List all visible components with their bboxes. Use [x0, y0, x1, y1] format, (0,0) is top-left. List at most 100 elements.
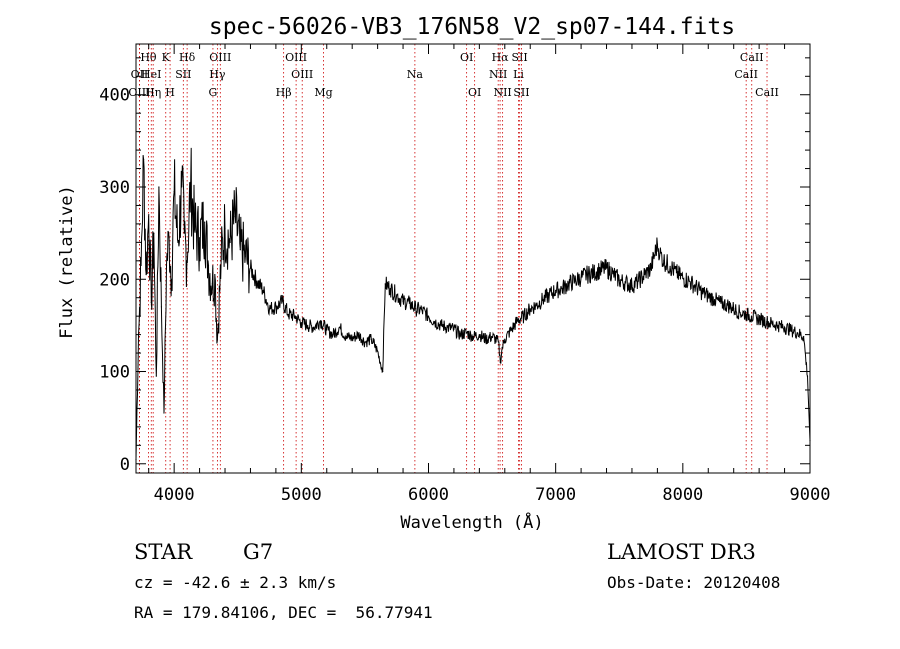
- data-point: [190, 181, 192, 183]
- data-point: [567, 283, 569, 285]
- data-point: [220, 258, 222, 260]
- data-point: [234, 215, 236, 218]
- x-tick-label: 9000: [790, 485, 831, 505]
- data-point: [618, 279, 620, 281]
- data-point: [326, 329, 328, 331]
- data-point: [714, 298, 716, 301]
- y-tick-label: 200: [99, 270, 130, 290]
- data-point: [313, 326, 315, 328]
- data-point: [351, 337, 353, 339]
- marker-label-2: OIII: [128, 86, 150, 99]
- x-axis-label: Wavelength (Å): [400, 511, 543, 533]
- data-point: [485, 338, 487, 340]
- data-point: [612, 273, 614, 275]
- data-point: [726, 304, 728, 306]
- data-point: [396, 294, 398, 296]
- data-point: [675, 272, 678, 274]
- data-point: [177, 241, 179, 243]
- data-point: [535, 304, 538, 306]
- data-point: [663, 260, 665, 262]
- series-line-0: [135, 147, 811, 460]
- data-point: [256, 280, 258, 282]
- data-point: [529, 308, 531, 310]
- data-point: [148, 214, 150, 216]
- data-point: [382, 370, 384, 373]
- data-point: [204, 221, 206, 223]
- data-point: [542, 298, 544, 301]
- data-point: [434, 321, 436, 323]
- data-point: [239, 249, 241, 251]
- plot-frame: [135, 43, 811, 474]
- marker-label-21: NII: [493, 86, 511, 99]
- marker-label-15: Mg: [314, 86, 332, 99]
- marker-label-6: SII: [175, 68, 191, 81]
- observation-date: Obs-Date: 20120408: [607, 573, 781, 592]
- data-point: [707, 295, 709, 297]
- data-point: [478, 334, 480, 336]
- data-point: [214, 274, 216, 276]
- data-point: [637, 280, 639, 282]
- data-point: [168, 237, 170, 239]
- data-point: [796, 332, 798, 334]
- data-point: [504, 338, 506, 340]
- data-point: [415, 308, 417, 310]
- coordinates-readout: RA = 179.84106, DEC = 56.77941: [134, 603, 433, 622]
- data-point: [421, 310, 423, 312]
- marker-label-11: G: [209, 86, 218, 99]
- chart-title: spec-56026-VB3_176N58_V2_sp07-144.fits: [209, 14, 735, 40]
- data-point: [510, 329, 512, 331]
- data-point: [761, 319, 763, 321]
- marker-label-20: NII: [489, 68, 507, 81]
- data-point: [783, 326, 786, 328]
- marker-label-24: SII: [513, 86, 529, 99]
- data-point: [777, 324, 779, 326]
- y-tick-label: 0: [120, 455, 130, 475]
- data-point: [472, 335, 474, 338]
- data-point: [153, 232, 155, 234]
- data-point: [364, 341, 366, 343]
- marker-label-26: CaII: [734, 68, 758, 81]
- data-point: [183, 232, 185, 234]
- data-point: [580, 276, 582, 279]
- data-point: [332, 334, 334, 336]
- data-point: [281, 300, 283, 302]
- marker-label-1: OII: [131, 68, 149, 81]
- data-point: [650, 267, 652, 269]
- data-point: [523, 315, 525, 317]
- marker-label-27: CaII: [755, 86, 779, 99]
- data-point: [150, 301, 152, 303]
- data-point: [171, 278, 173, 280]
- data-point: [338, 326, 341, 328]
- marker-label-17: OI: [460, 51, 473, 64]
- data-point: [211, 283, 213, 285]
- spectrum-chart: spec-56026-VB3_176N58_V2_sp07-144.fits H…: [57, 14, 831, 533]
- x-tick-label: 7000: [535, 485, 576, 505]
- object-class: STAR: [134, 540, 193, 564]
- data-point: [694, 286, 697, 288]
- data-point: [701, 291, 703, 293]
- data-point: [377, 350, 379, 352]
- data-point: [345, 335, 347, 338]
- data-point: [574, 280, 576, 282]
- marker-label-22: SII: [512, 51, 528, 64]
- data-point: [688, 280, 690, 282]
- marker-label-25: CaII: [740, 51, 764, 64]
- data-point: [631, 285, 633, 287]
- data-point: [586, 274, 589, 276]
- data-point: [491, 335, 493, 338]
- data-point: [249, 267, 252, 269]
- data-point: [173, 191, 175, 193]
- data-point: [499, 361, 501, 363]
- data-point: [561, 287, 563, 290]
- marker-label-16: Na: [407, 68, 424, 81]
- data-point: [370, 338, 372, 340]
- redshift-readout: cz = -42.6 ± 2.3 km/s: [134, 573, 337, 592]
- x-tick-label: 5000: [281, 485, 322, 505]
- data-point: [497, 341, 500, 343]
- data-point: [224, 227, 226, 230]
- x-tick-label: 6000: [408, 485, 449, 505]
- data-point: [669, 265, 671, 267]
- data-point: [453, 328, 455, 330]
- series-group: [135, 147, 811, 460]
